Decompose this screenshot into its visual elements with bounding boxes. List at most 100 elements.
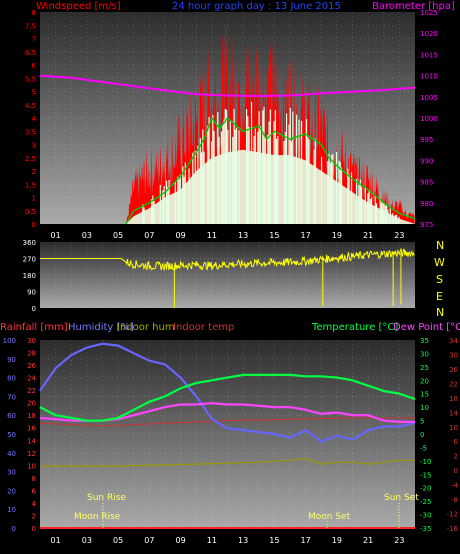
sun-rise-label: Sun Rise bbox=[87, 493, 126, 503]
rainfall-tick-label: 0 bbox=[32, 525, 36, 533]
barometer-tick-label: 985 bbox=[420, 179, 433, 187]
x-tick-label: 09 bbox=[176, 536, 186, 545]
temperature-tick-label: -35 bbox=[420, 525, 431, 533]
indoor-temp-tick-label: 18 bbox=[449, 395, 458, 403]
barometer-tick-label: 995 bbox=[420, 136, 433, 144]
sun-set-label: Sun Set bbox=[384, 493, 419, 503]
temperature-tick-label: -5 bbox=[420, 444, 427, 452]
x-tick-label: 23 bbox=[394, 536, 404, 545]
humidity-ticks: 0 10 20 30 40 50 60 70 80 90 100 bbox=[3, 337, 16, 533]
panel2-series bbox=[40, 247, 415, 308]
humidity-tick-label: 30 bbox=[7, 469, 16, 477]
barometer-tick-label: 1005 bbox=[420, 94, 438, 102]
x-tick-label: 01 bbox=[51, 536, 61, 545]
indoor-temp-tick-label: 10 bbox=[449, 424, 458, 432]
rainfall-tick-label: 20 bbox=[27, 400, 36, 408]
indoor-temp-tick-label: -4 bbox=[451, 482, 459, 490]
barometer-tick-label: 1020 bbox=[420, 30, 438, 38]
temperature-axis-label: Temperature [°C] bbox=[311, 322, 398, 333]
wind-direction-tick-label: 270 bbox=[23, 256, 36, 264]
barometer-line bbox=[39, 74, 416, 98]
indoor-temp-tick-label: 0 bbox=[454, 467, 458, 475]
wind-direction-ticks: 0 90 180 270 360 bbox=[23, 239, 36, 313]
rainfall-tick-label: 30 bbox=[27, 337, 36, 345]
wind-direction-panel: 0 90 180 270 360 N W S E N bbox=[23, 239, 445, 319]
temperature-ticks: -35 -30 -25 -20 -15 -10 -5 0 5 10 15 20 25 30 35 bbox=[420, 337, 431, 533]
windspeed-ticks: 0 0.5 1 1.5 2 2.5 3 3.5 4 4.5 5 5.5 6 6.5 7 7.5 8 bbox=[25, 9, 37, 229]
barometer-tick-label: 1015 bbox=[420, 51, 438, 59]
x-tick-label: 11 bbox=[207, 231, 217, 240]
x-tick-label: 19 bbox=[332, 536, 342, 545]
x-tick-label: 09 bbox=[176, 231, 186, 240]
indoor-temp-tick-label: -16 bbox=[447, 525, 459, 533]
humidity-tick-label: 10 bbox=[7, 506, 16, 514]
x-tick-label: 19 bbox=[332, 231, 342, 240]
wind-direction-tick-label: 90 bbox=[27, 289, 36, 297]
indoor-temp-tick-label: -12 bbox=[447, 511, 458, 519]
humidity-tick-label: 50 bbox=[7, 431, 16, 439]
windspeed-tick-label: 4 bbox=[32, 115, 37, 123]
x-tick-label: 13 bbox=[238, 536, 248, 545]
indoor-temp-tick-label: 6 bbox=[454, 438, 459, 446]
windspeed-tick-label: 7 bbox=[32, 36, 36, 44]
windspeed-tick-label: 7.5 bbox=[25, 22, 36, 30]
x-tick-label: 13 bbox=[238, 231, 248, 240]
rainfall-tick-label: 2 bbox=[32, 512, 36, 520]
rainfall-axis-label: Rainfall [mm] bbox=[0, 322, 68, 333]
windspeed-tick-label: 3.5 bbox=[25, 128, 36, 136]
indoor-temp-label: Indoor temp bbox=[173, 322, 234, 333]
rainfall-tick-label: 28 bbox=[27, 350, 36, 358]
rainfall-tick-label: 14 bbox=[27, 437, 36, 445]
windspeed-tick-label: 8 bbox=[32, 9, 36, 17]
graph-title: 24 hour graph day : 13 June 2015 bbox=[172, 1, 341, 12]
windspeed-tick-label: 5 bbox=[32, 89, 36, 97]
temperature-tick-label: 25 bbox=[420, 364, 429, 372]
humidity-tick-label: 20 bbox=[7, 487, 16, 495]
moon-set-label: Moon Set bbox=[308, 512, 351, 522]
humidity-tick-label: 80 bbox=[7, 375, 16, 383]
barometer-tick-label: 1000 bbox=[420, 115, 438, 123]
direction-letters: N W S E N bbox=[434, 239, 445, 319]
barometer-ticks: 975 980 985 990 995 1000 1005 1010 1015 1020 1025 bbox=[420, 9, 438, 229]
x-tick-label: 01 bbox=[51, 231, 61, 240]
panel3-x-ticks: 01 03 05 07 09 11 13 15 17 19 21 23 bbox=[51, 536, 405, 545]
wind-barometer-panel: Windspeed [m/s] 24 hour graph day : 13 J… bbox=[25, 1, 455, 240]
barometer-tick-label: 1010 bbox=[420, 73, 438, 81]
temperature-humidity-panel: Rainfall [mm] Humidity [%] Indoor hum In… bbox=[0, 322, 460, 545]
indoor-temp-tick-label: -8 bbox=[451, 496, 458, 504]
x-tick-label: 21 bbox=[363, 231, 373, 240]
rainfall-tick-label: 26 bbox=[27, 362, 36, 370]
humidity-tick-label: 100 bbox=[3, 337, 16, 345]
rainfall-tick-label: 18 bbox=[27, 412, 36, 420]
humidity-tick-label: 70 bbox=[7, 393, 16, 401]
x-tick-label: 03 bbox=[82, 536, 92, 545]
temperature-line bbox=[39, 373, 416, 422]
rainfall-tick-label: 8 bbox=[32, 475, 36, 483]
humidity-tick-label: 0 bbox=[12, 525, 16, 533]
x-tick-label: 23 bbox=[394, 231, 404, 240]
windspeed-tick-label: 6 bbox=[32, 62, 37, 70]
panel2-grid bbox=[40, 242, 415, 308]
rainfall-tick-label: 6 bbox=[32, 487, 37, 495]
wind-direction-line bbox=[40, 247, 415, 271]
temperature-tick-label: -25 bbox=[420, 498, 431, 506]
windspeed-tick-label: 1 bbox=[32, 195, 36, 203]
dew-point-axis-label: Dew Point [°C] bbox=[393, 322, 460, 333]
rainfall-tick-label: 16 bbox=[27, 425, 36, 433]
humidity-tick-label: 40 bbox=[7, 450, 16, 458]
wind-direction-tick-label: 360 bbox=[23, 239, 36, 247]
temperature-tick-label: -30 bbox=[420, 512, 431, 520]
x-tick-label: 05 bbox=[113, 231, 123, 240]
barometer-tick-label: 990 bbox=[420, 157, 433, 165]
panel1-series bbox=[39, 19, 416, 225]
humidity-line bbox=[39, 342, 416, 443]
temperature-tick-label: -10 bbox=[420, 458, 431, 466]
barometer-tick-label: 980 bbox=[420, 200, 433, 208]
indoor-hum-label: Indoor hum bbox=[117, 322, 175, 333]
x-tick-label: 21 bbox=[363, 536, 373, 545]
windspeed-tick-label: 1.5 bbox=[25, 181, 36, 189]
temperature-tick-label: 35 bbox=[420, 337, 429, 345]
x-tick-label: 03 bbox=[82, 231, 92, 240]
